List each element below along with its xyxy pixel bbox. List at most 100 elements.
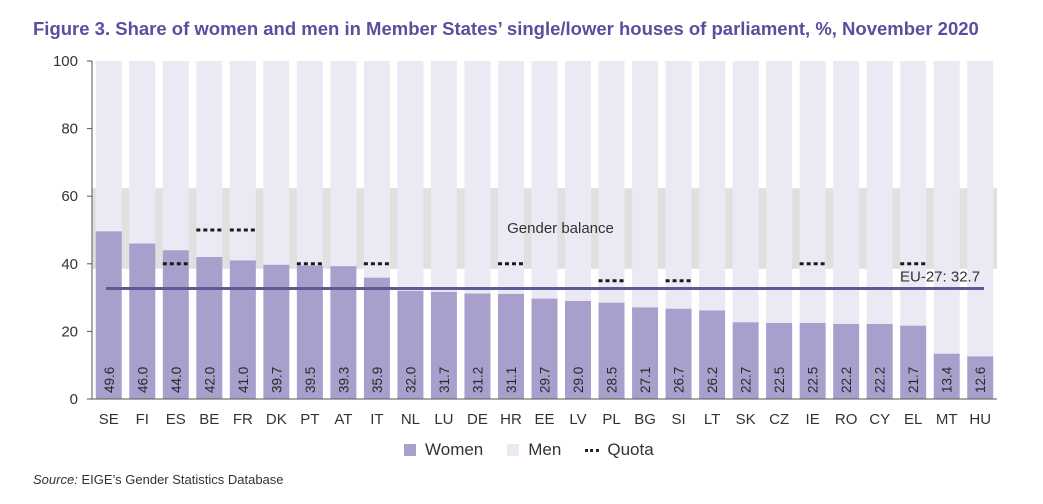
bar-women-cz [766, 322, 793, 399]
value-label-at: 39.3 [336, 367, 351, 393]
x-tick-label-pt: PT [300, 411, 319, 428]
y-tick-label-20: 20 [61, 323, 78, 340]
x-tick-label-nl: NL [401, 411, 420, 428]
bar-women-es [162, 250, 189, 399]
x-tick-label-de: DE [467, 411, 488, 428]
bar-women-lv [565, 300, 592, 399]
bar-men-ro [833, 61, 860, 324]
x-tick-label-el: EL [904, 411, 922, 428]
legend-swatch-men [507, 444, 520, 456]
x-tick-label-bg: BG [634, 411, 656, 428]
value-label-pt: 39.5 [303, 367, 318, 393]
value-label-es: 44.0 [169, 367, 184, 393]
legend-item-men: Men [507, 440, 561, 460]
bar-women-se [95, 231, 122, 399]
bar-men-be [196, 61, 223, 258]
bar-men-ie [799, 61, 826, 323]
x-tick-label-sk: SK [736, 411, 756, 428]
y-tick-label-60: 60 [61, 188, 78, 205]
value-label-ie: 22.5 [806, 367, 821, 393]
bar-men-lt [699, 61, 726, 311]
x-tick-label-lu: LU [434, 411, 453, 428]
bar-women-de [464, 293, 491, 399]
eu27-reference-label: EU-27: 32.7 [900, 268, 980, 285]
value-label-bg: 27.1 [638, 367, 653, 393]
bar-men-pt [296, 61, 323, 266]
bar-men-cy [866, 61, 893, 324]
legend: Women Men Quota [404, 440, 678, 460]
x-tick-label-mt: MT [936, 411, 958, 428]
bar-men-ee [531, 61, 558, 299]
value-label-fi: 46.0 [135, 367, 150, 393]
bar-women-it [363, 277, 390, 399]
y-tick-label-100: 100 [53, 53, 78, 70]
bar-women-fi [129, 243, 156, 399]
value-label-it: 35.9 [370, 367, 385, 393]
bar-women-sk [732, 322, 759, 399]
legend-item-quota: Quota [585, 440, 654, 460]
value-label-si: 26.7 [672, 367, 687, 393]
bar-women-fr [229, 260, 256, 399]
bar-men-at [330, 61, 357, 267]
x-tick-label-cz: CZ [769, 411, 789, 428]
bar-women-ee [531, 298, 558, 399]
bar-men-it [363, 61, 390, 278]
bar-women-bg [632, 307, 659, 399]
legend-item-women: Women [404, 440, 483, 460]
bar-men-es [162, 61, 189, 251]
value-label-ee: 29.7 [538, 367, 553, 393]
bar-men-el [900, 61, 927, 326]
value-label-de: 31.2 [470, 367, 485, 393]
x-tick-label-at: AT [334, 411, 352, 428]
value-label-hu: 12.6 [973, 367, 988, 393]
legend-swatch-women [404, 444, 416, 456]
source-note: Source: EIGE’s Gender Statistics Databas… [33, 472, 284, 487]
x-tick-label-lv: LV [569, 411, 586, 428]
chart-title: Figure 3. Share of women and men in Memb… [33, 18, 979, 39]
bars-layer [95, 61, 994, 357]
bar-men-fr [229, 61, 256, 261]
bar-women-pl [598, 302, 625, 399]
value-label-el: 21.7 [906, 367, 921, 393]
bar-men-hr [497, 61, 524, 294]
bar-chart: Gender balance 49.6 46.0 44.0 42.0 41.0 39.7 39… [53, 53, 997, 428]
bar-women-hu [967, 356, 994, 399]
axis-layer: 0 20 40 60 80 100 SE FI ES BE FR DK PT AT IT NL LU DE HR EE… [53, 53, 997, 428]
bar-men-mt [933, 61, 960, 354]
bar-women-nl [397, 290, 424, 399]
value-label-lv: 29.0 [571, 367, 586, 393]
x-tick-label-it: IT [370, 411, 383, 428]
bar-women-be [196, 257, 223, 399]
value-label-ro: 22.2 [839, 367, 854, 393]
value-label-dk: 39.7 [269, 367, 284, 393]
bar-men-nl [397, 61, 424, 291]
x-tick-label-si: SI [671, 411, 685, 428]
bar-men-pl [598, 61, 625, 303]
bar-men-sk [732, 61, 759, 323]
x-tick-label-be: BE [199, 411, 219, 428]
x-tick-label-ee: EE [534, 411, 554, 428]
gender-balance-label: Gender balance [507, 220, 614, 237]
bar-men-bg [632, 61, 659, 308]
x-tick-label-hr: HR [500, 411, 522, 428]
x-tick-label-fr: FR [233, 411, 253, 428]
legend-swatch-quota [585, 448, 600, 452]
bar-men-fi [129, 61, 156, 244]
x-tick-label-dk: DK [266, 411, 287, 428]
bar-men-lu [430, 61, 457, 292]
value-label-hr: 31.1 [504, 367, 519, 393]
bar-men-lv [565, 61, 592, 301]
value-label-nl: 32.0 [403, 367, 418, 393]
legend-label-quota: Quota [607, 440, 654, 459]
overlay-layer: Gender balance 49.6 46.0 44.0 42.0 41.0 39.7 39… [95, 220, 994, 399]
x-tick-label-se: SE [99, 411, 119, 428]
value-label-cy: 22.2 [873, 367, 888, 393]
legend-label-men: Men [528, 440, 562, 459]
y-tick-label-0: 0 [70, 391, 78, 408]
legend-label-women: Women [425, 440, 484, 459]
y-tick-label-40: 40 [61, 256, 78, 273]
bar-men-si [665, 61, 692, 309]
value-label-pl: 28.5 [605, 367, 620, 393]
x-tick-label-ro: RO [835, 411, 858, 428]
value-label-be: 42.0 [202, 367, 217, 393]
